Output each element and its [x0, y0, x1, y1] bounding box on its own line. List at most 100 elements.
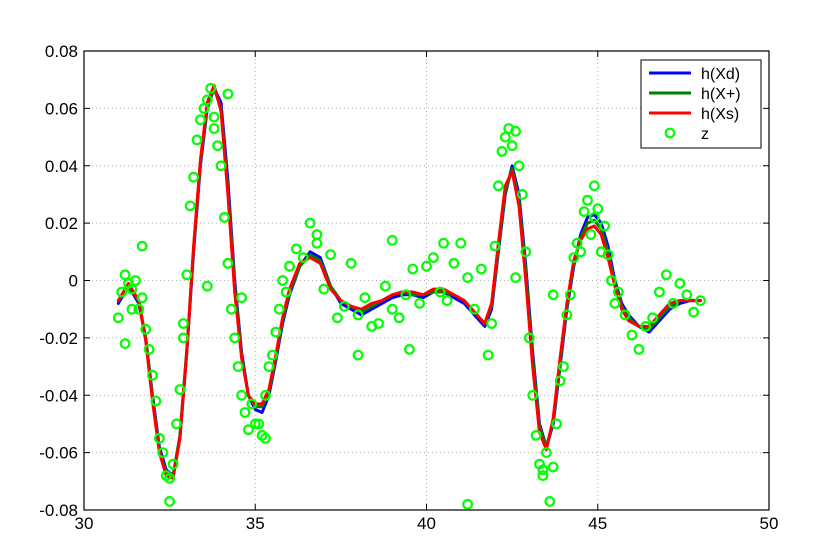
scatter-point — [599, 220, 610, 232]
scatter-point — [393, 312, 405, 324]
scatter-point — [267, 349, 278, 361]
scatter-point — [520, 246, 532, 258]
scatter-point — [222, 257, 234, 269]
scatter-point — [373, 318, 385, 329]
scatter-point — [318, 283, 330, 295]
scatter-point — [177, 318, 189, 329]
scatter-point — [194, 114, 206, 126]
scatter-point — [270, 326, 282, 338]
scatter-point — [136, 240, 148, 252]
y-tick-label: 0.06 — [45, 99, 78, 118]
scatter-point — [561, 309, 573, 321]
scatter-point — [380, 280, 391, 292]
scatter-point — [386, 234, 398, 246]
scatter-point — [462, 272, 474, 284]
scatter-point — [208, 111, 220, 123]
scatter-point — [523, 332, 535, 344]
scatter-point — [482, 349, 494, 361]
scatter-point — [530, 430, 542, 441]
scatter-point — [112, 312, 124, 324]
scatter-point — [153, 432, 165, 444]
scatter-point — [486, 318, 498, 329]
scatter-point — [547, 461, 559, 473]
scatter-point — [181, 269, 193, 281]
scatter-point — [571, 237, 583, 249]
y-tick-label: 0.04 — [45, 157, 78, 176]
scatter-point — [592, 203, 604, 215]
scatter-point — [232, 361, 244, 373]
scatter-point — [188, 171, 200, 183]
scatter-point — [667, 298, 679, 309]
scatter-point — [304, 217, 316, 229]
scatter-point — [513, 160, 525, 172]
scatter-point — [201, 280, 213, 292]
scatter-point — [198, 102, 210, 114]
scatter-point — [517, 188, 528, 200]
scatter-point — [633, 344, 645, 355]
scatter-point — [133, 303, 145, 315]
scatter-point — [273, 303, 285, 315]
scatter-point — [201, 94, 213, 106]
y-tick-label: -0.06 — [39, 444, 78, 463]
scatter-point — [116, 286, 128, 298]
scatter-point — [386, 303, 398, 315]
scatter-point — [558, 361, 569, 373]
scatter-point — [205, 82, 217, 94]
scatter-point — [352, 349, 364, 361]
scatter-point — [582, 194, 593, 206]
scatter-point — [177, 332, 189, 344]
scatter-point — [695, 295, 706, 307]
scatter-point — [225, 303, 237, 315]
scatter-point — [345, 257, 357, 269]
scatter-point — [136, 292, 148, 304]
scatter-point — [448, 257, 460, 269]
scatter-point — [311, 229, 323, 241]
grid-lines — [84, 51, 769, 510]
scatter-point — [568, 252, 580, 264]
y-tick-label: 0.08 — [45, 42, 78, 61]
scatter-point — [510, 272, 521, 284]
scatter-point — [218, 211, 230, 223]
scatter-point — [164, 473, 176, 484]
scatter-point — [475, 263, 487, 275]
scatter-point — [126, 303, 138, 315]
scatter-point — [239, 407, 251, 418]
scatter-point — [606, 275, 617, 286]
x-tick-label: 50 — [760, 514, 779, 533]
legend: h(Xd) h(X+) h(Xs) z — [640, 59, 762, 149]
scatter-point — [242, 424, 254, 436]
scatter-point — [171, 418, 182, 430]
scatter-point — [438, 237, 450, 249]
scatter-point — [119, 269, 131, 281]
scatter-point — [640, 321, 652, 332]
scatter-point — [626, 329, 638, 341]
x-tick-label: 45 — [588, 514, 607, 533]
scatter-point — [547, 289, 559, 301]
scatter-point — [284, 260, 295, 272]
scatter-point — [208, 123, 220, 134]
scatter-point — [129, 275, 141, 286]
scatter-point — [297, 252, 309, 264]
y-tick-label: 0 — [69, 272, 78, 291]
scatter-point — [660, 269, 672, 281]
scatter-point — [537, 464, 549, 476]
scatter-point — [602, 249, 614, 261]
scatter-point — [612, 286, 624, 298]
scatter-point — [260, 389, 271, 401]
x-tick-label: 30 — [75, 514, 94, 533]
scatter-point — [537, 470, 549, 482]
legend-box — [640, 59, 762, 149]
scatter-point — [359, 292, 371, 304]
scatter-point — [681, 289, 693, 301]
scatter-point — [551, 418, 562, 430]
scatter-point — [184, 200, 196, 212]
scatter-point — [140, 323, 152, 335]
axis-ticks: 30 35 40 45 50 -0.08 -0.06 -0.04 -0.02 0 0.02 0.04 0… — [39, 42, 778, 533]
scatter-point — [260, 432, 271, 444]
x-tick-label: 40 — [417, 514, 436, 533]
scatter-point — [246, 398, 258, 410]
scatter-point — [619, 309, 631, 321]
scatter-point — [236, 389, 248, 401]
scatter-point — [407, 263, 419, 275]
